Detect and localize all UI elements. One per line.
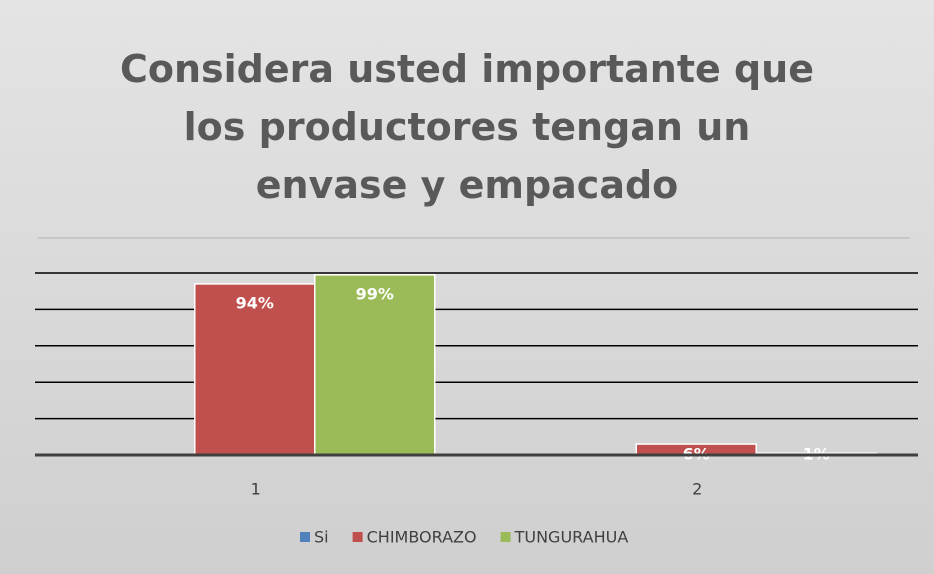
bar — [194, 283, 316, 456]
legend-label: Si — [314, 528, 329, 547]
legend-label: CHIMBORAZO — [367, 528, 477, 547]
legend-swatch — [300, 532, 310, 542]
legend-swatch — [352, 532, 363, 542]
legend-swatch — [500, 532, 511, 542]
x-tick-label: 1 — [251, 480, 261, 499]
x-tick-label: 2 — [692, 480, 702, 499]
chart-title: Considera usted importante que los produ… — [119, 47, 815, 207]
legend-label: TUNGURAHUA — [514, 528, 629, 547]
data-label: 94% — [236, 293, 274, 312]
data-label: 99% — [356, 284, 394, 303]
